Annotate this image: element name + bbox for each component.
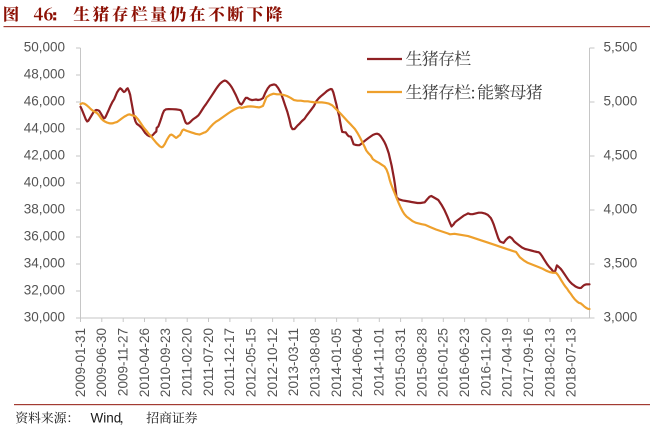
svg-text:2012-05-15: 2012-05-15 <box>244 328 259 397</box>
svg-text:2009-01-31: 2009-01-31 <box>73 328 88 397</box>
svg-text:40,000: 40,000 <box>24 175 65 190</box>
svg-text:5,500: 5,500 <box>604 40 638 55</box>
svg-text:48,000: 48,000 <box>24 67 65 82</box>
svg-text:2014-01-05: 2014-01-05 <box>329 328 344 397</box>
svg-text:2009-06-30: 2009-06-30 <box>94 328 109 397</box>
svg-text:2017-09-16: 2017-09-16 <box>521 328 536 397</box>
svg-text:2010-04-26: 2010-04-26 <box>137 328 152 397</box>
svg-text:38,000: 38,000 <box>24 202 65 217</box>
svg-text:2013-03-11: 2013-03-11 <box>286 328 301 396</box>
svg-text:2013-08-08: 2013-08-08 <box>308 328 323 397</box>
svg-text:34,000: 34,000 <box>24 256 65 271</box>
svg-text:46,000: 46,000 <box>24 94 65 109</box>
svg-text:2011-02-20: 2011-02-20 <box>180 328 195 396</box>
svg-text:2015-08-28: 2015-08-28 <box>414 328 429 397</box>
svg-text:36,000: 36,000 <box>24 229 65 244</box>
svg-text:2009-11-27: 2009-11-27 <box>116 328 131 396</box>
svg-text:50,000: 50,000 <box>24 40 65 55</box>
svg-text:2011-12-17: 2011-12-17 <box>222 328 237 396</box>
svg-text:5,000: 5,000 <box>604 94 638 109</box>
svg-text:32,000: 32,000 <box>24 283 65 298</box>
svg-text:42,000: 42,000 <box>24 148 65 163</box>
svg-text:44,000: 44,000 <box>24 121 65 136</box>
svg-text:2018-02-13: 2018-02-13 <box>542 328 557 397</box>
svg-text:2017-04-19: 2017-04-19 <box>500 328 515 397</box>
svg-text:2012-10-12: 2012-10-12 <box>265 328 280 397</box>
svg-text:2014-11-01: 2014-11-01 <box>372 328 387 396</box>
svg-text:30,000: 30,000 <box>24 310 65 325</box>
svg-text:2018-07-13: 2018-07-13 <box>564 328 579 397</box>
svg-text:2010-09-23: 2010-09-23 <box>158 328 173 397</box>
svg-text:2015-03-31: 2015-03-31 <box>393 328 408 397</box>
svg-text:3,500: 3,500 <box>604 256 638 271</box>
svg-text:2016-06-23: 2016-06-23 <box>457 328 472 397</box>
svg-text:2016-11-20: 2016-11-20 <box>478 328 493 396</box>
svg-text:Wind: Wind <box>91 411 122 426</box>
svg-text:2016-01-25: 2016-01-25 <box>436 328 451 397</box>
svg-text:2014-06-04: 2014-06-04 <box>350 328 365 398</box>
svg-text:3,000: 3,000 <box>604 310 638 325</box>
svg-text:4,500: 4,500 <box>604 148 638 163</box>
svg-text:2011-07-20: 2011-07-20 <box>201 328 216 396</box>
svg-text:4,000: 4,000 <box>604 202 638 217</box>
